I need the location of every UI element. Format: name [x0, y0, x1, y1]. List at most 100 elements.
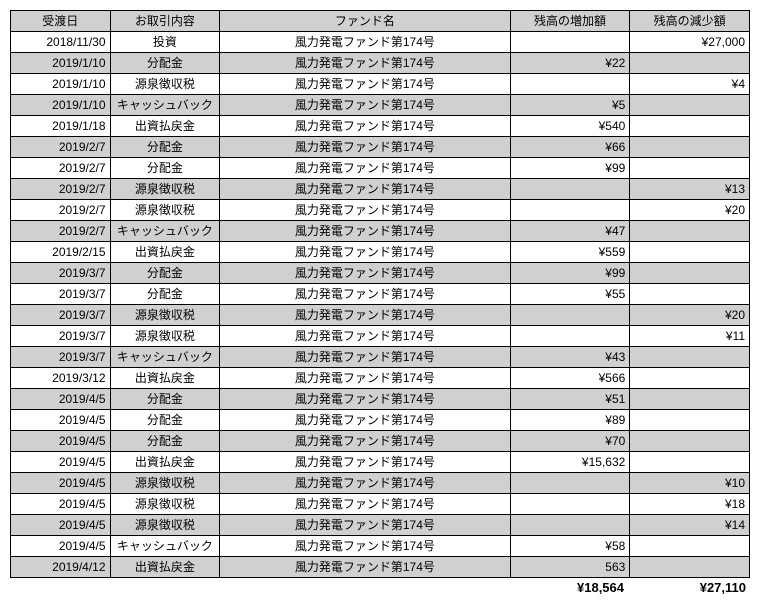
cell-increase: ¥5 [510, 95, 630, 116]
cell-increase: ¥15,632 [510, 452, 630, 473]
cell-date: 2019/4/5 [11, 389, 111, 410]
cell-fund: 風力発電ファンド第174号 [220, 557, 511, 578]
cell-increase [510, 494, 630, 515]
table-row: 2019/1/18出資払戻金風力発電ファンド第174号¥540 [11, 116, 750, 137]
cell-decrease [630, 347, 750, 368]
table-row: 2019/4/5キャッシュバック風力発電ファンド第174号¥58 [11, 536, 750, 557]
cell-date: 2019/3/7 [11, 347, 111, 368]
cell-decrease [630, 557, 750, 578]
cell-fund: 風力発電ファンド第174号 [220, 431, 511, 452]
cell-increase: ¥99 [510, 263, 630, 284]
table-row: 2019/3/7分配金風力発電ファンド第174号¥99 [11, 263, 750, 284]
cell-date: 2019/4/5 [11, 515, 111, 536]
cell-type: 出資払戻金 [110, 452, 220, 473]
cell-fund: 風力発電ファンド第174号 [220, 74, 511, 95]
cell-type: 出資払戻金 [110, 242, 220, 263]
cell-decrease: ¥20 [630, 305, 750, 326]
cell-type: キャッシュバック [110, 221, 220, 242]
cell-fund: 風力発電ファンド第174号 [220, 473, 511, 494]
table-row: 2019/2/15出資払戻金風力発電ファンド第174号¥559 [11, 242, 750, 263]
cell-fund: 風力発電ファンド第174号 [220, 179, 511, 200]
cell-type: 源泉徴収税 [110, 515, 220, 536]
table-row: 2019/4/5分配金風力発電ファンド第174号¥70 [11, 431, 750, 452]
cell-decrease: ¥14 [630, 515, 750, 536]
table-row: 2019/2/7分配金風力発電ファンド第174号¥99 [11, 158, 750, 179]
cell-increase: ¥559 [510, 242, 630, 263]
cell-type: 出資払戻金 [110, 557, 220, 578]
cell-type: 源泉徴収税 [110, 494, 220, 515]
table-row: 2019/3/7源泉徴収税風力発電ファンド第174号¥11 [11, 326, 750, 347]
cell-fund: 風力発電ファンド第174号 [220, 116, 511, 137]
cell-date: 2019/1/18 [11, 116, 111, 137]
cell-decrease [630, 221, 750, 242]
cell-date: 2019/1/10 [11, 95, 111, 116]
cell-type: 源泉徴収税 [110, 74, 220, 95]
cell-decrease [630, 53, 750, 74]
cell-type: 投資 [110, 32, 220, 53]
cell-date: 2019/4/5 [11, 452, 111, 473]
cell-type: 分配金 [110, 263, 220, 284]
table-row: 2019/2/7分配金風力発電ファンド第174号¥66 [11, 137, 750, 158]
cell-fund: 風力発電ファンド第174号 [220, 305, 511, 326]
cell-type: 分配金 [110, 431, 220, 452]
table-row: 2019/4/5源泉徴収税風力発電ファンド第174号¥14 [11, 515, 750, 536]
cell-increase [510, 473, 630, 494]
cell-type: 源泉徴収税 [110, 179, 220, 200]
cell-increase [510, 74, 630, 95]
cell-type: 源泉徴収税 [110, 473, 220, 494]
col-fund: ファンド名 [220, 11, 511, 32]
cell-date: 2019/4/5 [11, 494, 111, 515]
table-row: 2019/3/7源泉徴収税風力発電ファンド第174号 ¥20 [11, 305, 750, 326]
cell-increase [510, 326, 630, 347]
cell-decrease [630, 431, 750, 452]
table-row: 2019/3/7分配金風力発電ファンド第174号¥55 [11, 284, 750, 305]
cell-type: 源泉徴収税 [110, 326, 220, 347]
header-row: 受渡日 お取引内容 ファンド名 残高の増加額 残高の減少額 [11, 11, 750, 32]
cell-increase: ¥47 [510, 221, 630, 242]
cell-date: 2019/3/7 [11, 305, 111, 326]
table-row: 2019/4/5分配金風力発電ファンド第174号¥89 [11, 410, 750, 431]
cell-increase: ¥99 [510, 158, 630, 179]
cell-increase: 563 [510, 557, 630, 578]
cell-increase: ¥43 [510, 347, 630, 368]
cell-decrease: ¥18 [630, 494, 750, 515]
cell-decrease [630, 284, 750, 305]
cell-fund: 風力発電ファンド第174号 [220, 53, 511, 74]
table-row: 2019/2/7キャッシュバック風力発電ファンド第174号¥47 [11, 221, 750, 242]
cell-fund: 風力発電ファンド第174号 [220, 137, 511, 158]
cell-increase: ¥55 [510, 284, 630, 305]
cell-date: 2019/1/10 [11, 74, 111, 95]
cell-fund: 風力発電ファンド第174号 [220, 494, 511, 515]
cell-type: 分配金 [110, 410, 220, 431]
cell-increase [510, 32, 630, 53]
col-date: 受渡日 [11, 11, 111, 32]
cell-date: 2019/4/5 [11, 473, 111, 494]
col-increase: 残高の増加額 [510, 11, 630, 32]
cell-date: 2019/1/10 [11, 53, 111, 74]
table-row: 2019/4/5源泉徴収税風力発電ファンド第174号 ¥10 [11, 473, 750, 494]
cell-decrease: ¥11 [630, 326, 750, 347]
table-row: 2019/4/5分配金風力発電ファンド第174号¥51 [11, 389, 750, 410]
cell-type: 分配金 [110, 137, 220, 158]
cell-decrease [630, 536, 750, 557]
cell-decrease: ¥10 [630, 473, 750, 494]
cell-date: 2019/2/7 [11, 158, 111, 179]
cell-type: 出資払戻金 [110, 116, 220, 137]
cell-type: 源泉徴収税 [110, 305, 220, 326]
cell-type: 分配金 [110, 53, 220, 74]
cell-fund: 風力発電ファンド第174号 [220, 410, 511, 431]
total-decrease: ¥27,110 [628, 580, 750, 595]
col-type: お取引内容 [110, 11, 220, 32]
cell-date: 2019/3/7 [11, 263, 111, 284]
cell-decrease [630, 263, 750, 284]
cell-date: 2018/11/30 [11, 32, 111, 53]
cell-date: 2019/4/5 [11, 536, 111, 557]
cell-fund: 風力発電ファンド第174号 [220, 221, 511, 242]
cell-date: 2019/4/12 [11, 557, 111, 578]
cell-decrease: ¥20 [630, 200, 750, 221]
cell-type: 分配金 [110, 158, 220, 179]
table-row: 2019/3/7キャッシュバック風力発電ファンド第174号¥43 [11, 347, 750, 368]
cell-type: 分配金 [110, 284, 220, 305]
cell-decrease: ¥27,000 [630, 32, 750, 53]
cell-decrease [630, 137, 750, 158]
